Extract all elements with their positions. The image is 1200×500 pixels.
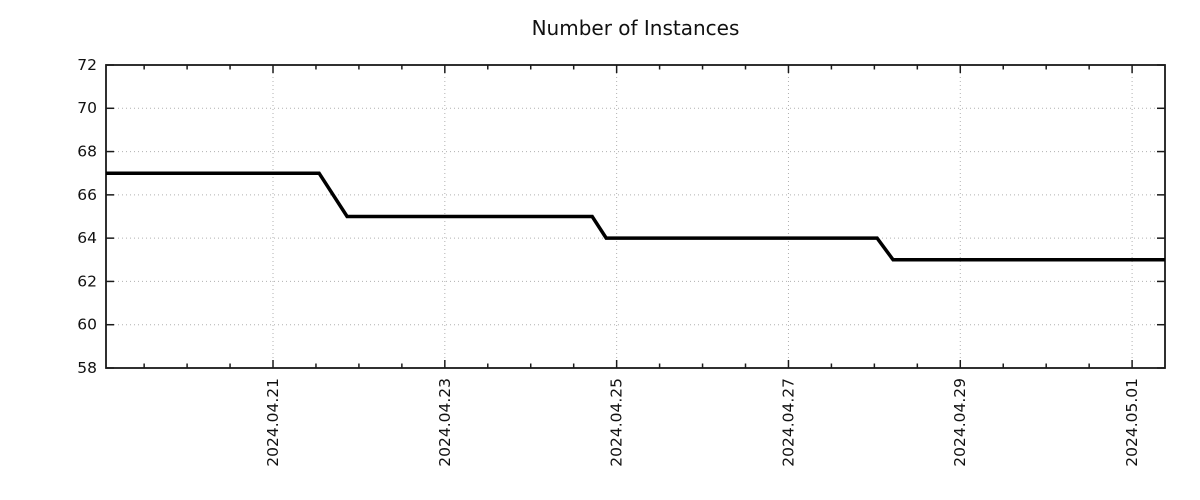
y-tick-label: 58	[77, 359, 97, 377]
y-tick-label: 66	[77, 186, 97, 204]
x-tick-label: 2024.04.21	[264, 378, 282, 467]
y-tick-label: 64	[77, 229, 97, 247]
y-tick-label: 70	[77, 99, 97, 117]
series-line	[106, 171, 1165, 262]
x-tick-label: 2024.04.23	[436, 378, 454, 467]
y-tick-label: 72	[77, 56, 97, 74]
x-gridlines	[272, 65, 1133, 368]
y-tick-label: 62	[77, 272, 97, 290]
plot-border	[105, 64, 1166, 369]
axis-ticks	[106, 64, 1165, 369]
x-tick-label: 2024.05.01	[1123, 378, 1141, 467]
y-tick-labels: 58 60 62 64 66 68 70 72	[77, 56, 97, 377]
y-tick-label: 60	[77, 316, 97, 334]
y-tick-label: 68	[77, 143, 97, 161]
x-tick-labels: 2024.04.21 2024.04.23 2024.04.25 2024.04.27…	[264, 378, 1141, 467]
x-tick-label: 2024.04.25	[608, 378, 626, 467]
y-gridlines	[106, 107, 1165, 326]
series	[106, 171, 1165, 262]
x-tick-label: 2024.04.29	[951, 378, 969, 467]
x-tick-label: 2024.04.27	[779, 378, 797, 467]
